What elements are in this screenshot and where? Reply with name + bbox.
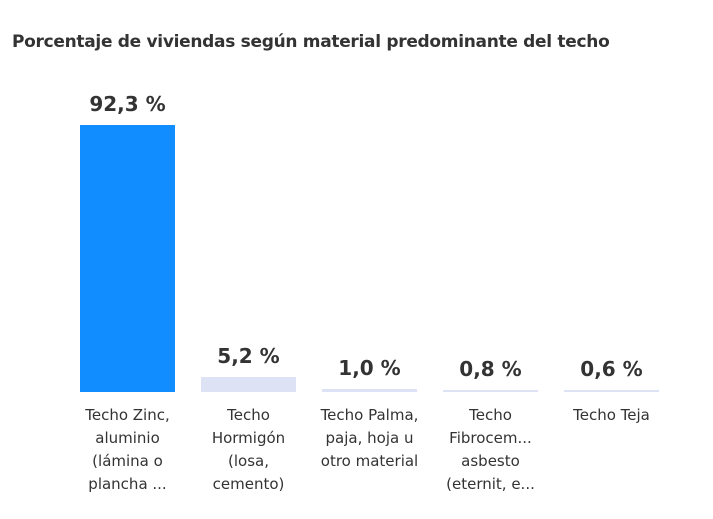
bar [80, 125, 175, 392]
x-tick-label: Techo Zinc, aluminio (lámina o plancha .… [85, 406, 170, 493]
x-tick-label: Techo Palma, paja, hoja u otro material [320, 406, 419, 470]
bar [443, 389, 538, 392]
x-tick-label: Techo Fibrocem... asbesto (eternit, e... [446, 406, 535, 493]
bar [564, 390, 659, 392]
value-label: 0,8 % [459, 356, 522, 381]
bar [322, 389, 417, 392]
chart-title: Porcentaje de viviendas según material p… [12, 32, 610, 52]
bar [201, 376, 296, 392]
value-label: 1,0 % [338, 356, 401, 381]
x-tick-label: Techo Hormigón (losa, cemento) [211, 406, 286, 493]
value-label: 0,6 % [580, 357, 643, 382]
value-label: 92,3 % [89, 92, 166, 116]
value-label: 5,2 % [217, 343, 280, 368]
x-tick-label: Techo Teja [573, 406, 650, 424]
